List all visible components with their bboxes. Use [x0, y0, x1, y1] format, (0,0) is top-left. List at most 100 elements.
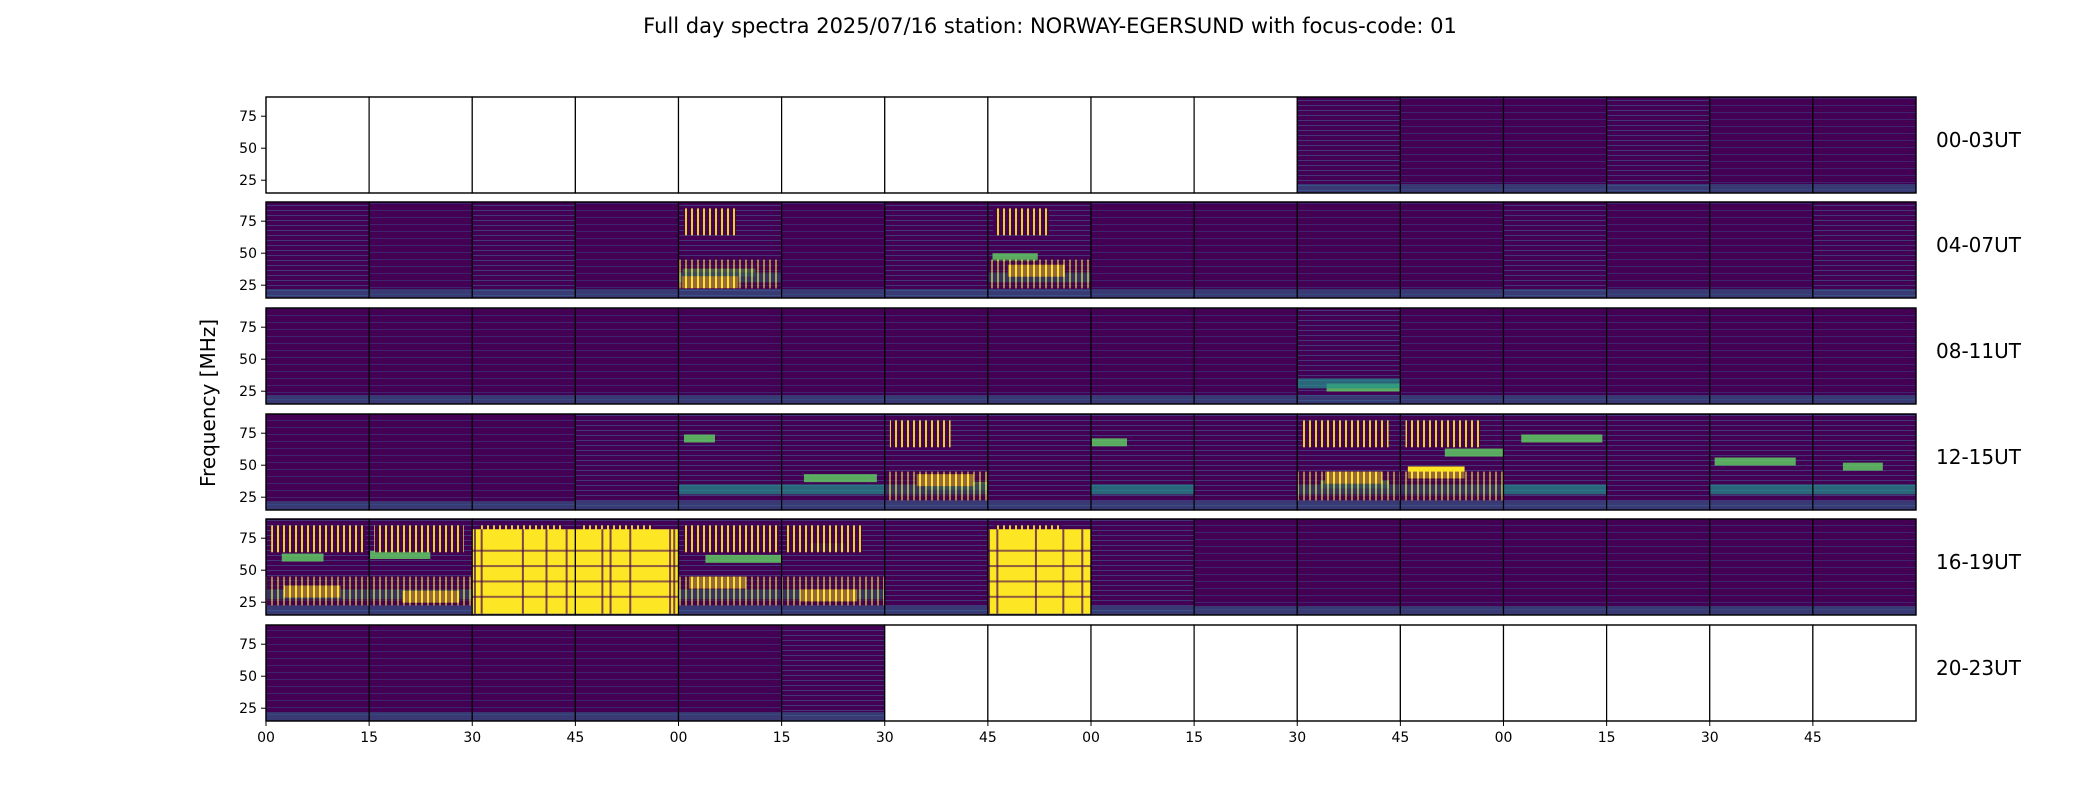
spectrum-panel [1812, 96, 1917, 194]
y-tick-label: 25 [239, 490, 257, 506]
spectrum-panel [1296, 413, 1401, 511]
spectrum-panel [884, 413, 1000, 511]
y-tick-label: 50 [239, 458, 257, 474]
spectrum-panel [368, 624, 473, 722]
spectrum-panel [1709, 96, 1814, 194]
y-tick-label: 50 [239, 141, 257, 157]
spectrum-panel [677, 413, 783, 511]
row-time-label: 08-11UT [1936, 339, 2022, 363]
spectrum-panel [1709, 201, 1814, 299]
spectrum-panel [471, 307, 576, 405]
spectrum-panel [677, 624, 783, 722]
y-tick-label: 50 [239, 246, 257, 262]
y-tick-label: 25 [239, 701, 257, 717]
y-tick-label: 25 [239, 595, 257, 611]
x-tick-label: 45 [566, 730, 584, 746]
spectrum-panel [781, 413, 886, 511]
spectrum-panel [1606, 96, 1711, 194]
spectrum-panel [884, 307, 989, 405]
row-time-label: 16-19UT [1936, 550, 2022, 574]
panel-grid [265, 96, 1917, 722]
spectrum-panel [471, 624, 576, 722]
row-time-label: 00-03UT [1936, 128, 2022, 152]
x-tick-label: 00 [1082, 730, 1100, 746]
row-time-label: 12-15UT [1936, 445, 2022, 469]
spectrum-panel [987, 624, 1092, 722]
spectrum-panel [1193, 624, 1298, 722]
spectrum-panel [1812, 518, 1917, 616]
y-tick-label: 75 [239, 531, 257, 547]
spectrum-panel [987, 413, 1092, 511]
y-tick-label: 75 [239, 426, 257, 442]
y-tick-label: 75 [239, 214, 257, 230]
spectrum-panel [781, 518, 886, 616]
spectrum-panel [1606, 413, 1711, 511]
spectrum-panel [368, 518, 473, 616]
spectrum-panel [1502, 518, 1608, 616]
x-tick-label: 30 [1288, 730, 1306, 746]
spectrum-panel [987, 518, 1092, 616]
spectrum-panel [265, 413, 370, 511]
spectrum-panel [574, 624, 680, 722]
spectrum-panel [1090, 307, 1195, 405]
y-tick-label: 50 [239, 352, 257, 368]
spectrum-panel [1709, 624, 1814, 722]
spectrum-panel [471, 518, 576, 616]
spectrum-panel [884, 201, 989, 299]
spectrum-panel [1502, 624, 1608, 722]
row-time-label: 20-23UT [1936, 656, 2022, 680]
spectrum-panel [987, 96, 1092, 194]
spectrum-panel [574, 96, 680, 194]
y-tick-label: 50 [239, 563, 257, 579]
spectrum-panel [781, 307, 886, 405]
spectrum-panel [1193, 201, 1298, 299]
spectrum-panel [574, 518, 686, 616]
spectrum-panel [1606, 201, 1711, 299]
spectrum-panel [574, 413, 680, 511]
spectrum-panel [265, 624, 370, 722]
spectrum-panel [1296, 518, 1401, 616]
spectrum-panel [1399, 307, 1505, 405]
x-tick-label: 15 [773, 730, 791, 746]
spectrum-panel [1812, 413, 1917, 511]
spectrum-panel [1296, 624, 1401, 722]
spectrum-panel [884, 96, 989, 194]
y-axis-label: Frequency [MHz] [196, 319, 220, 487]
spectrum-panel [265, 96, 370, 194]
spectrum-panel [1193, 413, 1298, 511]
y-tick-label: 75 [239, 109, 257, 125]
spectrum-panel [1399, 518, 1505, 616]
spectrum-panel [1399, 96, 1505, 194]
spectrum-panel [1399, 413, 1518, 511]
spectrum-panel [1502, 201, 1608, 299]
spectrum-panel [677, 518, 783, 616]
spectrum-panel [1709, 518, 1814, 616]
x-tick-label: 45 [979, 730, 997, 746]
x-tick-label: 15 [360, 730, 378, 746]
spectrum-panel [1709, 307, 1814, 405]
spectrum-panel [1399, 201, 1505, 299]
spectrum-panel [1090, 96, 1195, 194]
x-tick-label: 15 [1185, 730, 1203, 746]
spectrum-panel [1296, 307, 1401, 405]
x-tick-label: 45 [1804, 730, 1822, 746]
spectrum-panel [1606, 624, 1711, 722]
spectrum-panel [1812, 307, 1917, 405]
spectrum-panel [987, 201, 1092, 299]
spectrum-panel [1090, 624, 1195, 722]
spectrum-panel [574, 201, 680, 299]
spectrum-panel [574, 307, 680, 405]
y-tick-label: 25 [239, 384, 257, 400]
spectrum-panel [1812, 201, 1917, 299]
spectrum-panel [677, 307, 783, 405]
spectrum-panel [781, 624, 886, 722]
axes: 75 50 25 00-03UT 75 50 25 04-07UT 75 50 25 08-11UT 7… [239, 96, 2022, 746]
spectrum-panel [884, 518, 989, 616]
spectrum-panel [368, 413, 473, 511]
x-tick-label: 00 [1495, 730, 1513, 746]
spectrum-panel [471, 413, 576, 511]
spectrum-panel [1296, 96, 1401, 194]
x-tick-label: 15 [1598, 730, 1616, 746]
spectrum-panel [471, 201, 576, 299]
